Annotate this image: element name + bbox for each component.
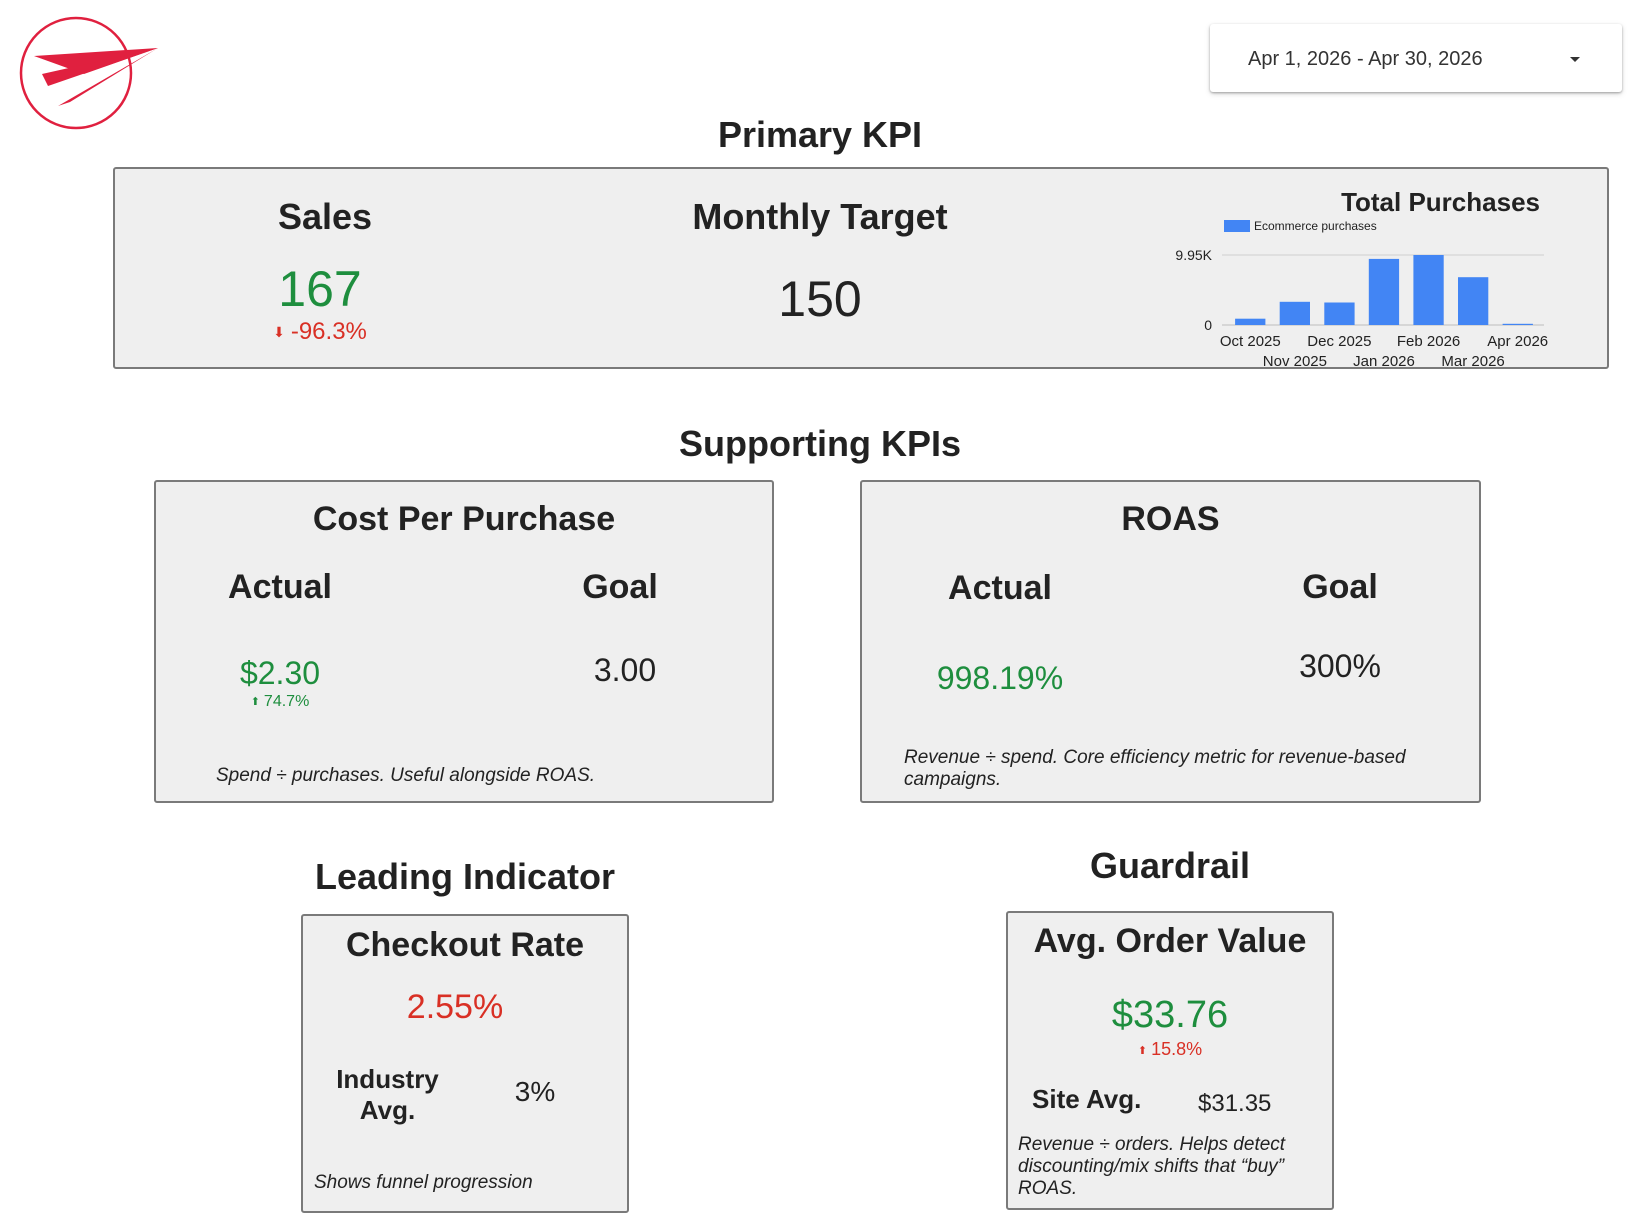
x-tick-label: Feb 2026 (1397, 333, 1460, 350)
sales-delta-value: -96.3% (290, 318, 367, 345)
cpp-title: Cost Per Purchase (312, 500, 616, 538)
avg-order-value-value: $33.76 (1111, 994, 1229, 1036)
chart-title: Total Purchases (1341, 187, 1540, 217)
legend-label: Ecommerce purchases (1254, 219, 1377, 233)
x-tick-label: Dec 2025 (1307, 333, 1371, 350)
x-tick-label: Mar 2026 (1441, 353, 1504, 370)
roas-note: Revenue ÷ spend. Core efficiency metric … (904, 747, 1406, 790)
sales-value: 167 (278, 261, 362, 317)
cpp-goal-value: 3.00 (593, 652, 657, 688)
checkout-rate-note: Shows funnel progression (314, 1172, 533, 1193)
checkout-rate-card (301, 914, 629, 1213)
industry-avg-label: Industry Avg. (336, 1064, 439, 1125)
cpp-actual-delta-value: 74.7% (263, 693, 310, 710)
roas-title: ROAS (1121, 500, 1220, 538)
bar-feb-2026 (1413, 255, 1444, 325)
monthly-target-label: Monthly Target (692, 196, 948, 237)
arrow-up-icon: ⬆ (250, 696, 260, 709)
paper-plane-icon (19, 16, 158, 130)
sales-label: Sales (277, 196, 373, 237)
roas-goal-label: Goal (1302, 568, 1378, 606)
x-tick-label: Apr 2026 (1487, 333, 1548, 350)
primary-kpi-title: Primary KPI (717, 114, 923, 155)
arrow-up-icon: ⬆ (1137, 1044, 1148, 1057)
arrow-down-icon: ⬇ (273, 324, 285, 341)
total-purchases-chart: Total Purchases Ecommerce purchases 9.95… (1160, 180, 1560, 370)
bar-apr-2026 (1502, 323, 1533, 325)
avg-order-value-delta: ⬆ 15.8% (1070, 1039, 1270, 1060)
industry-avg-value: 3% (514, 1076, 556, 1107)
checkout-rate-value: 2.55% (406, 988, 504, 1026)
roas-card (860, 480, 1481, 803)
bar-dec-2025 (1324, 302, 1355, 325)
bar-jan-2026 (1368, 258, 1400, 325)
avg-order-value-card (1006, 911, 1334, 1210)
avg-order-value-note: Revenue ÷ orders. Helps detect discounti… (1018, 1134, 1286, 1199)
site-avg-label: Site Avg. (1032, 1084, 1142, 1114)
bar-mar-2026 (1458, 277, 1489, 325)
monthly-target-value: 150 (778, 271, 862, 327)
cpp-actual-label: Actual (228, 568, 332, 606)
bar-nov-2025 (1279, 301, 1310, 325)
roas-goal-value: 300% (1299, 648, 1381, 684)
chevron-down-icon (1570, 57, 1580, 62)
y-tick-zero: 0 (1204, 317, 1212, 333)
avg-order-value-title: Avg. Order Value (1033, 922, 1307, 960)
sales-delta: ⬇ -96.3% (210, 318, 430, 346)
site-avg-value: $31.35 (1198, 1090, 1272, 1117)
guardrail-title: Guardrail (1089, 845, 1251, 886)
brand-logo (18, 16, 158, 132)
cpp-note: Spend ÷ purchases. Useful alongside ROAS… (216, 765, 596, 786)
cpp-actual-value: $2.30 (239, 655, 321, 691)
leading-indicator-title: Leading Indicator (314, 856, 616, 897)
x-tick-label: Nov 2025 (1263, 353, 1327, 370)
avg-order-value-delta-value: 15.8% (1151, 1039, 1203, 1059)
cost-per-purchase-card (154, 480, 774, 803)
x-tick-label: Oct 2025 (1220, 333, 1281, 350)
date-range-label: Apr 1, 2026 - Apr 30, 2026 (1248, 48, 1483, 70)
supporting-kpis-title: Supporting KPIs (679, 423, 961, 464)
bar-oct-2025 (1235, 318, 1266, 325)
date-range-picker[interactable]: Apr 1, 2026 - Apr 30, 2026 (1210, 24, 1622, 92)
roas-actual-label: Actual (948, 569, 1052, 607)
y-tick-max: 9.95K (1175, 247, 1212, 263)
legend-swatch (1224, 220, 1250, 232)
primary-kpi-panel (113, 167, 1609, 369)
roas-actual-value: 998.19% (936, 660, 1064, 696)
x-tick-label: Jan 2026 (1353, 353, 1415, 370)
total-purchases-svg: Total Purchases Ecommerce purchases 9.95… (1175, 187, 1548, 370)
checkout-rate-title: Checkout Rate (345, 926, 585, 964)
cpp-actual-delta: ⬆ 74.7% (180, 693, 380, 711)
cpp-goal-label: Goal (582, 568, 658, 606)
